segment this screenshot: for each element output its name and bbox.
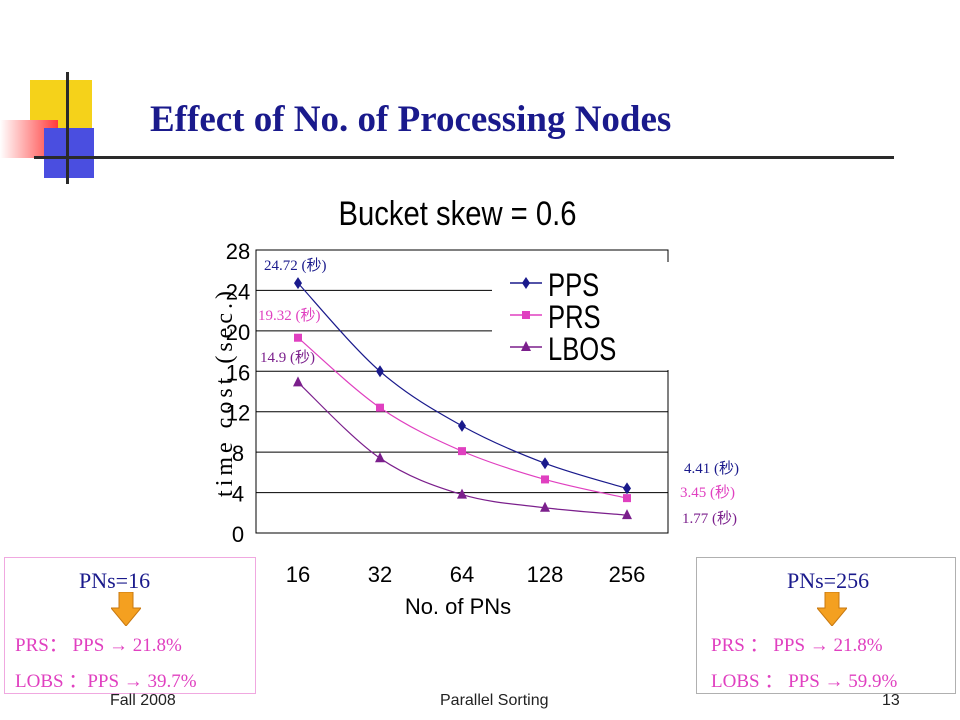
- data-point-square: [623, 494, 631, 503]
- y-tick-label: 24: [226, 279, 250, 304]
- summary-box-pns-16: PNs=16 PRS： PPS → 21.8% LOBS ：PPS → 39.7…: [4, 557, 256, 694]
- footer-date: Fall 2008: [110, 692, 176, 709]
- data-label: 24.72 (秒): [264, 257, 327, 274]
- chart-annotations: 24.72 (秒) 19.32 (秒) 14.9 (秒) 4.41 (秒) 3.45 (…: [258, 257, 739, 527]
- x-tick-label: 128: [527, 562, 564, 587]
- chart-title: Bucket skew = 0.6: [339, 194, 577, 233]
- y-axis-label: time cost (sec.): [212, 287, 238, 497]
- data-point-triangle: [457, 488, 467, 499]
- chart-series: [293, 277, 632, 520]
- data-point-diamond: [294, 277, 302, 290]
- x-tick-label: 16: [286, 562, 310, 587]
- x-tick-label: 256: [609, 562, 646, 587]
- data-label: 3.45 (秒): [680, 484, 735, 501]
- y-tick-label: 28: [226, 239, 250, 264]
- data-point-diamond: [541, 457, 549, 470]
- data-point-square: [294, 333, 302, 342]
- data-point-diamond: [522, 277, 530, 289]
- x-tick-label: 32: [368, 562, 392, 587]
- legend-box: [492, 262, 762, 370]
- summary-line-lobs: LOBS ： PPS → 59.9%: [711, 671, 898, 692]
- summary-line-prs: PRS ： PPS → 21.8%: [711, 635, 883, 656]
- data-point-triangle: [375, 452, 385, 463]
- corner-blue-square: [44, 128, 94, 178]
- data-label: 19.32 (秒): [258, 307, 321, 324]
- legend-label: PPS: [548, 268, 599, 303]
- corner-vertical-rule: [66, 72, 69, 184]
- data-label: 14.9 (秒): [260, 349, 315, 366]
- data-point-square: [541, 475, 549, 484]
- data-point-triangle: [622, 509, 632, 520]
- y-tick-label: 20: [226, 320, 250, 345]
- data-point-diamond: [458, 419, 466, 432]
- x-axis-label: No. of PNs: [405, 594, 511, 619]
- y-tick-label: 12: [226, 401, 250, 426]
- y-tick-label: 16: [226, 360, 250, 385]
- data-point-square: [458, 447, 466, 456]
- data-point-square: [376, 403, 384, 412]
- y-tick-label: 4: [232, 482, 244, 507]
- down-arrow-icon: [817, 592, 847, 626]
- summary-heading: PNs=16: [79, 568, 151, 593]
- data-point-square: [522, 311, 530, 319]
- data-point-diamond: [376, 365, 384, 378]
- summary-line-prs: PRS： PPS → 21.8%: [15, 635, 182, 656]
- summary-line-lobs: LOBS ：PPS → 39.7%: [15, 671, 197, 692]
- slide-title: Effect of No. of Processing Nodes: [150, 99, 672, 140]
- data-point-triangle: [540, 501, 550, 512]
- down-arrow-icon: [111, 592, 141, 626]
- data-point-diamond: [623, 482, 631, 495]
- legend-label: PRS: [548, 300, 601, 335]
- x-tick-label: 64: [450, 562, 474, 587]
- footer-topic: Parallel Sorting: [440, 692, 549, 709]
- data-point-triangle: [521, 341, 531, 351]
- footer-page-number: 13: [882, 692, 900, 709]
- x-tick-labels: 16 32 64 128 256: [286, 562, 646, 587]
- y-tick-label: 0: [232, 522, 244, 547]
- title-underline: [34, 156, 894, 159]
- data-point-triangle: [293, 376, 303, 387]
- y-tick-labels: 0 4 8 12 16 20 24 28: [226, 239, 250, 547]
- summary-heading: PNs=256: [787, 568, 870, 593]
- legend-label: LBOS: [548, 332, 616, 367]
- summary-box-pns-256: PNs=256 PRS ： PPS → 21.8% LOBS ： PPS → 5…: [696, 557, 956, 694]
- data-label: 4.41 (秒): [684, 460, 739, 477]
- y-tick-label: 8: [232, 441, 244, 466]
- plot-frame: [255, 249, 669, 534]
- data-label: 1.77 (秒): [682, 510, 737, 527]
